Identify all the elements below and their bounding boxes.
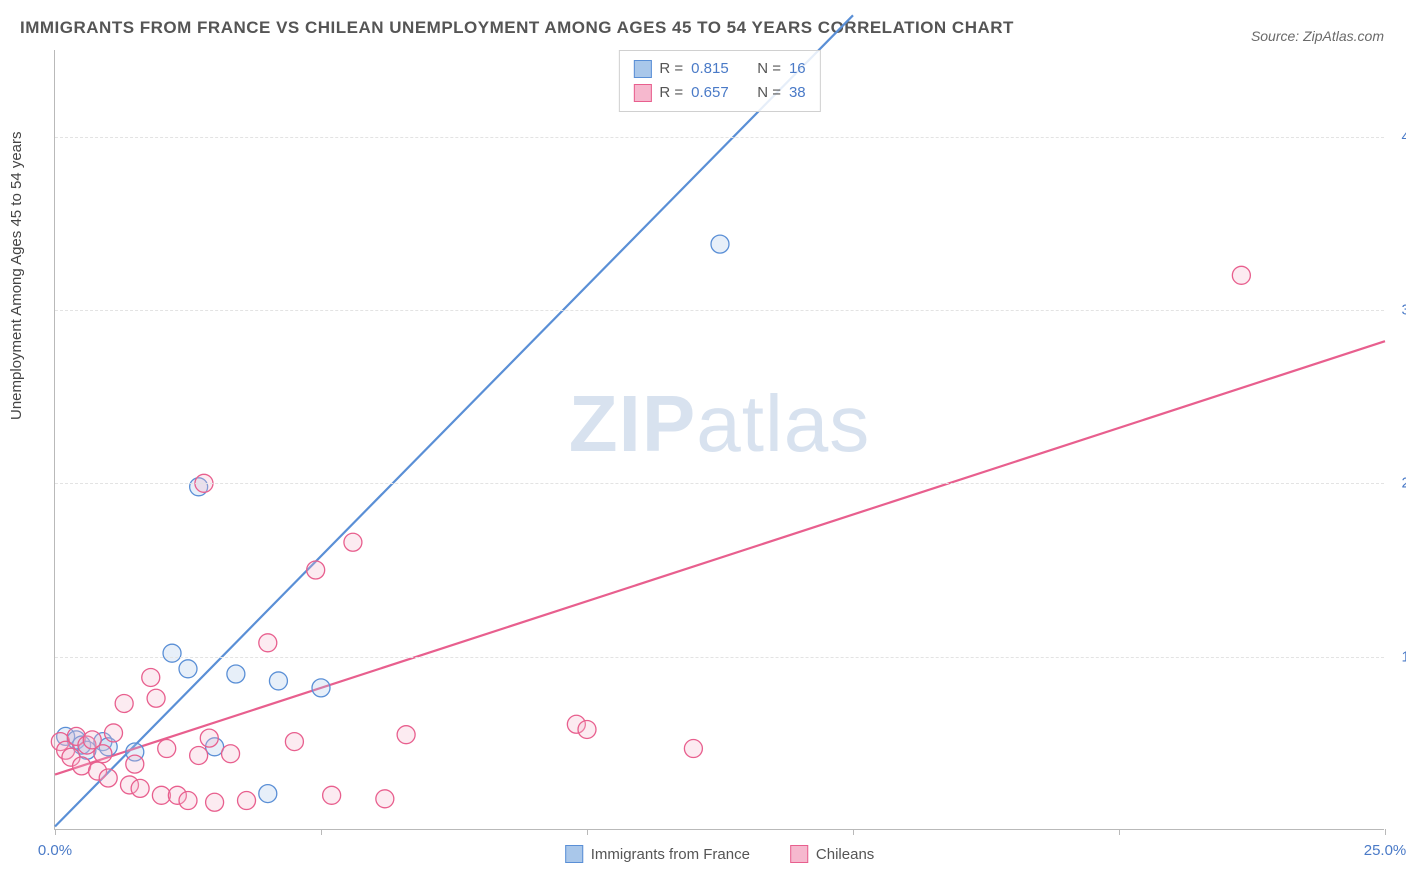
scatter-point — [578, 720, 596, 738]
y-tick-label: 40.0% — [1401, 128, 1406, 145]
scatter-point — [115, 694, 133, 712]
x-tick-mark — [55, 829, 56, 835]
stat-N-value: 16 — [789, 57, 806, 81]
series-swatch — [633, 60, 651, 78]
scatter-point — [131, 779, 149, 797]
scatter-point — [200, 729, 218, 747]
x-tick-label: 25.0% — [1364, 842, 1406, 859]
stat-N-label: N = — [757, 81, 781, 105]
scatter-point — [222, 745, 240, 763]
chart-title: IMMIGRANTS FROM FRANCE VS CHILEAN UNEMPL… — [20, 18, 1014, 38]
legend-label: Chileans — [816, 846, 874, 863]
scatter-point — [163, 644, 181, 662]
scatter-point — [259, 634, 277, 652]
scatter-point — [190, 746, 208, 764]
stats-row: R = 0.657 N = 38 — [633, 81, 805, 105]
scatter-point — [126, 755, 144, 773]
scatter-point — [142, 668, 160, 686]
scatter-point — [99, 769, 117, 787]
scatter-point — [684, 740, 702, 758]
y-tick-label: 30.0% — [1401, 302, 1406, 319]
scatter-point — [152, 786, 170, 804]
scatter-point — [94, 745, 112, 763]
correlation-stats-box: R = 0.815 N = 16R = 0.657 N = 38 — [618, 50, 820, 112]
legend-item: Chileans — [790, 845, 874, 863]
scatter-point — [307, 561, 325, 579]
chart-svg — [55, 50, 1384, 829]
grid-line — [55, 483, 1384, 484]
stat-R-label: R = — [659, 81, 683, 105]
source-attribution: Source: ZipAtlas.com — [1251, 28, 1384, 44]
stat-R-label: R = — [659, 57, 683, 81]
x-tick-mark — [321, 829, 322, 835]
stat-N-label: N = — [757, 57, 781, 81]
scatter-point — [323, 786, 341, 804]
stats-row: R = 0.815 N = 16 — [633, 57, 805, 81]
y-axis-label: Unemployment Among Ages 45 to 54 years — [8, 131, 25, 420]
legend-label: Immigrants from France — [591, 846, 750, 863]
x-tick-mark — [1119, 829, 1120, 835]
scatter-point — [344, 533, 362, 551]
scatter-point — [269, 672, 287, 690]
legend-swatch — [790, 845, 808, 863]
scatter-point — [73, 757, 91, 775]
scatter-point — [285, 733, 303, 751]
stat-R-value: 0.815 — [691, 57, 729, 81]
scatter-point — [179, 792, 197, 810]
scatter-point — [147, 689, 165, 707]
series-swatch — [633, 84, 651, 102]
scatter-point — [238, 792, 256, 810]
plot-area: ZIPatlas R = 0.815 N = 16R = 0.657 N = 3… — [54, 50, 1384, 830]
scatter-point — [312, 679, 330, 697]
scatter-point — [206, 793, 224, 811]
grid-line — [55, 657, 1384, 658]
scatter-point — [227, 665, 245, 683]
grid-line — [55, 310, 1384, 311]
scatter-point — [259, 785, 277, 803]
y-tick-label: 10.0% — [1401, 648, 1406, 665]
y-tick-label: 20.0% — [1401, 475, 1406, 492]
scatter-point — [711, 235, 729, 253]
x-tick-label: 0.0% — [38, 842, 72, 859]
scatter-point — [179, 660, 197, 678]
stat-R-value: 0.657 — [691, 81, 729, 105]
scatter-point — [376, 790, 394, 808]
legend: Immigrants from France Chileans — [565, 845, 875, 863]
scatter-point — [1232, 266, 1250, 284]
x-tick-mark — [1385, 829, 1386, 835]
regression-line — [55, 341, 1385, 774]
x-tick-mark — [587, 829, 588, 835]
x-tick-mark — [853, 829, 854, 835]
scatter-point — [397, 726, 415, 744]
grid-line — [55, 137, 1384, 138]
stat-N-value: 38 — [789, 81, 806, 105]
legend-item: Immigrants from France — [565, 845, 750, 863]
scatter-point — [105, 724, 123, 742]
legend-swatch — [565, 845, 583, 863]
scatter-point — [158, 740, 176, 758]
